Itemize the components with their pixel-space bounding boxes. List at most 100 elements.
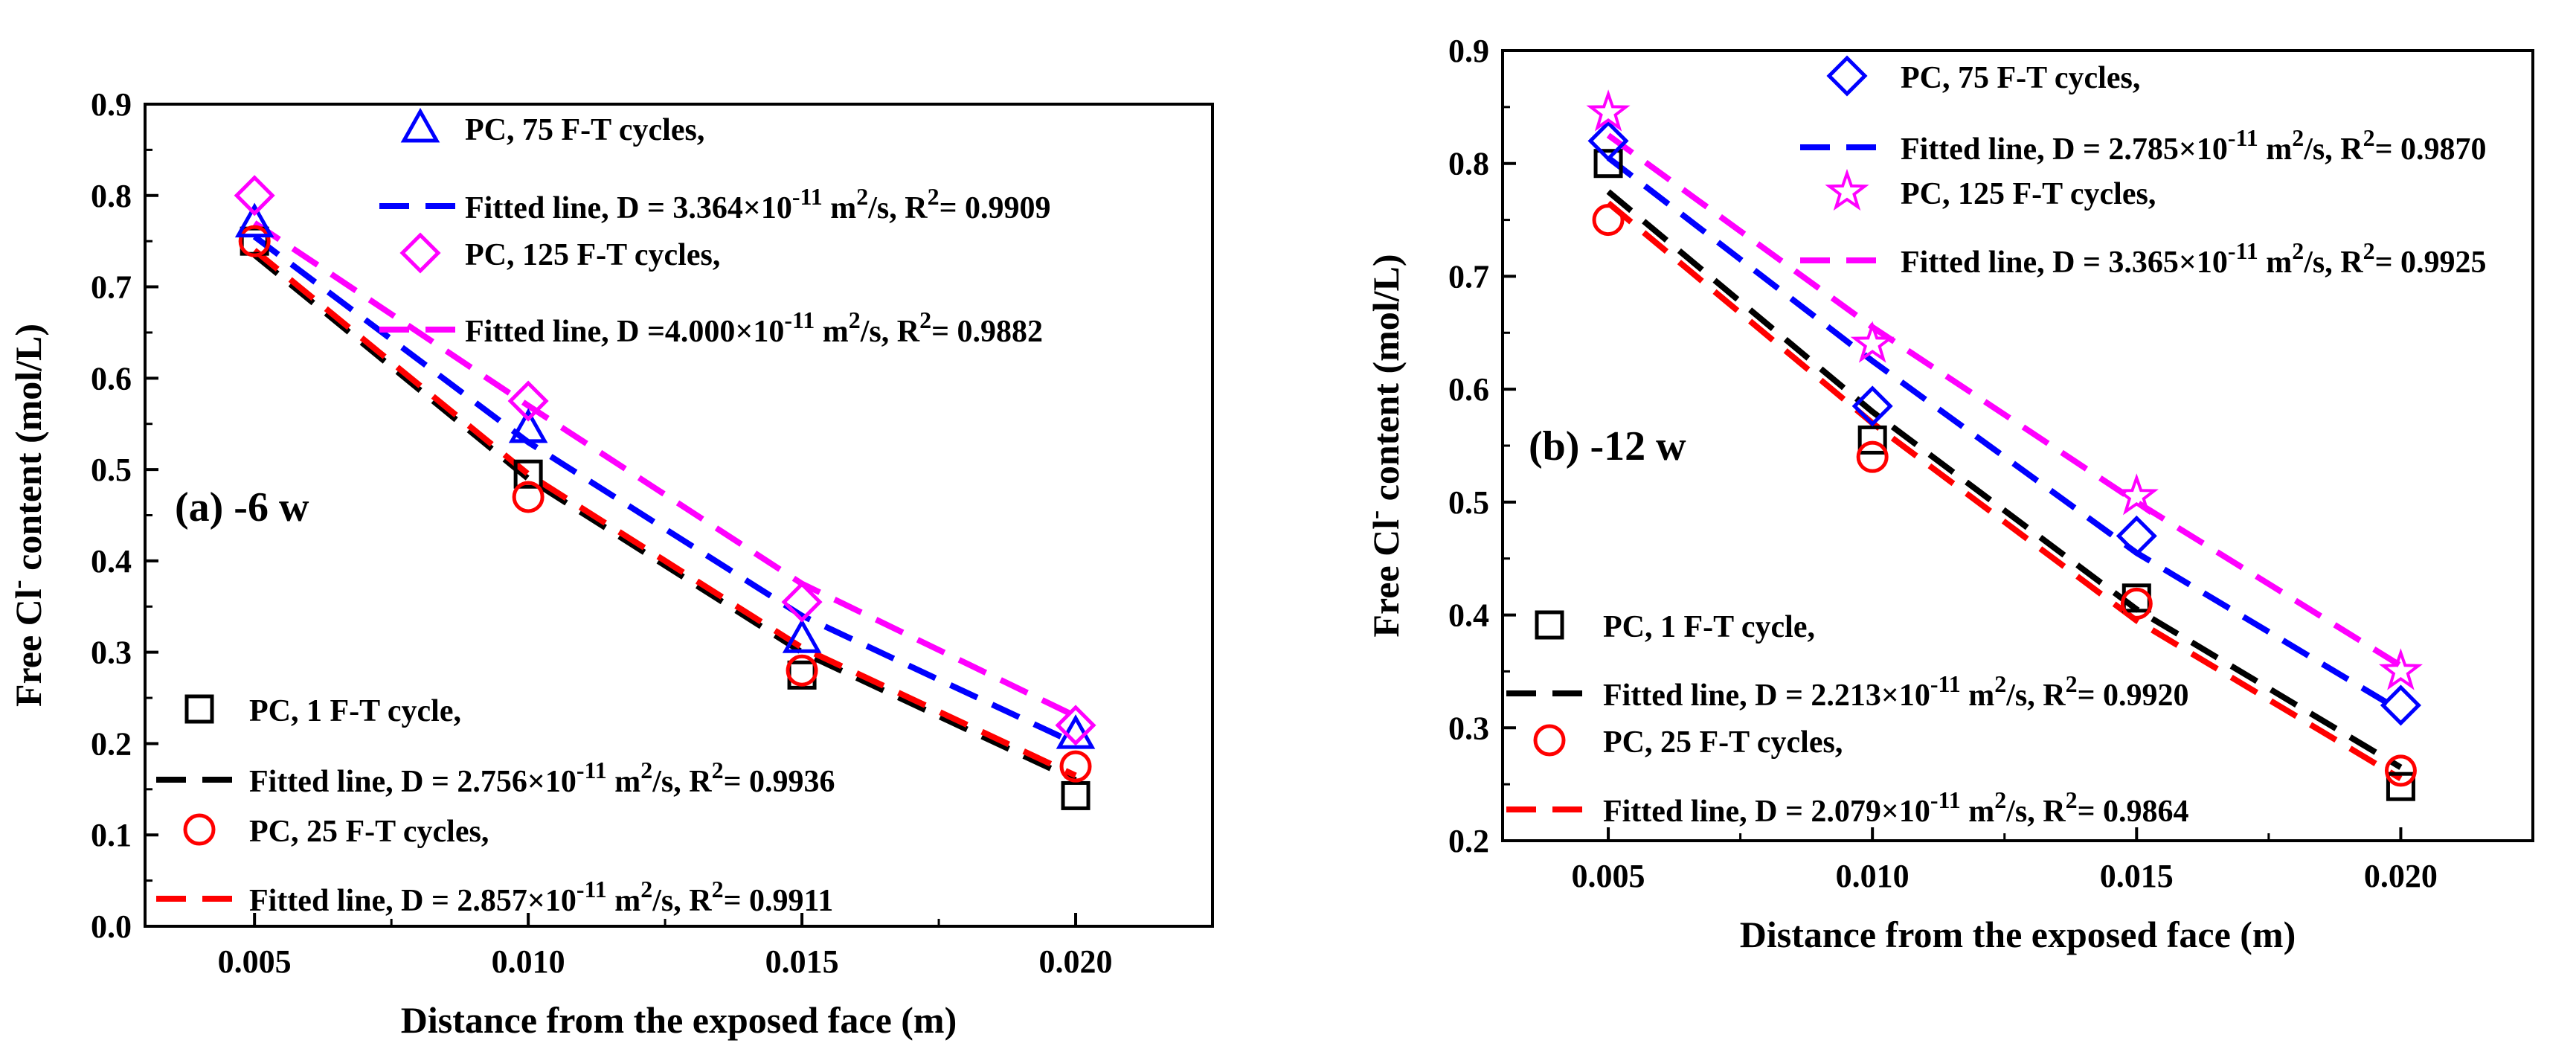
fit-exponent: -11: [1930, 786, 1961, 813]
legend-fit-label-2: Fitted line, D = 2.756×10-11 m2/s, R2= 0…: [249, 757, 835, 799]
legend-label-1: PC, 125 F-T cycles,: [465, 238, 720, 272]
fit-unit-exponent: 2: [1994, 786, 2006, 813]
fit-r-value: = 0.9864: [2078, 795, 2189, 829]
legend-marker-1: [399, 232, 441, 274]
y-tick-label: 0.5: [91, 452, 132, 488]
data-point-s3-0: [234, 175, 275, 217]
legend-fit-label-1: Fitted line, D =4.000×10-11 m2/s, R2= 0.…: [465, 307, 1043, 349]
data-point-s1-1: [1856, 440, 1889, 473]
fit-r: /s, R: [652, 765, 712, 799]
y-tick-label: 0.1: [91, 817, 132, 853]
data-point-s1-2: [2120, 587, 2153, 620]
x-tick-label: 0.020: [2364, 858, 2438, 894]
y-tick-label: 0.6: [1448, 371, 1489, 408]
data-point-s1-3: [2384, 754, 2417, 787]
fitted-line-0: [1606, 189, 2403, 770]
data-point-s1-0: [1592, 204, 1625, 237]
y-tick-label: 0.9: [1448, 33, 1489, 69]
panel-label: (b) -12 w: [1529, 423, 1686, 469]
x-tick-label: 0.015: [765, 943, 839, 980]
fitted-line-2: [252, 234, 1077, 747]
fitted-line-1: [252, 248, 1077, 779]
fit-r-exponent: 2: [919, 307, 931, 333]
fit-r-value: = 0.9911: [724, 884, 834, 918]
data-point-s2-1: [1851, 385, 1893, 427]
x-tick-label: 0.015: [2100, 858, 2174, 894]
fit-unit-exponent: 2: [640, 757, 652, 783]
data-point-s3-0: [1586, 89, 1631, 132]
fit-text: Fitted line, D = 2.785×10: [1901, 132, 2228, 167]
fit-unit: m: [815, 315, 849, 349]
data-point-s3-2: [781, 581, 823, 623]
legend-fit-label-0: Fitted line, D = 2.785×10-11 m2/s, R2= 0…: [1901, 124, 2487, 167]
y-axis-label-unit: content (mol/L): [7, 324, 49, 580]
fit-r-value: = 0.9870: [2375, 132, 2487, 167]
fit-exponent: -11: [576, 876, 607, 902]
legend-fit-label-3: Fitted line, D = 2.079×10-11 m2/s, R2= 0…: [1603, 786, 2189, 829]
data-point-s0-3: [1061, 780, 1091, 810]
y-tick-label: 0.4: [1448, 597, 1489, 634]
fit-r-exponent: 2: [2066, 670, 2078, 697]
fit-exponent: -11: [2228, 237, 2258, 264]
fit-unit-exponent: 2: [2292, 237, 2304, 264]
fit-unit: m: [823, 191, 857, 225]
data-point-s1-1: [512, 481, 545, 513]
y-tick-label: 0.0: [91, 908, 132, 945]
fit-r-exponent: 2: [928, 183, 939, 210]
data-point-s3-3: [2378, 648, 2423, 690]
x-axis-label: Distance from the exposed face (m): [1740, 914, 2296, 955]
x-tick-label: 0.005: [218, 943, 292, 980]
y-tick-label: 0.7: [1448, 258, 1489, 295]
fit-r: /s, R: [2303, 132, 2363, 167]
fit-unit: m: [607, 884, 641, 918]
y-tick-label: 0.2: [1448, 823, 1489, 859]
fit-r: /s, R: [2005, 679, 2066, 713]
fit-exponent: -11: [2228, 124, 2258, 151]
y-tick-label: 0.2: [91, 725, 132, 762]
fit-unit: m: [2258, 132, 2293, 167]
legend-label-2: PC, 1 F-T cycle,: [249, 694, 461, 728]
fit-text: Fitted line, D = 2.079×10: [1603, 795, 1930, 829]
data-point-s0-3: [2386, 772, 2415, 801]
fitted-line-1: [1606, 200, 2403, 782]
fit-unit: m: [607, 765, 641, 799]
legend-label-2: PC, 1 F-T cycle,: [1603, 610, 1815, 644]
fit-unit-exponent: 2: [640, 876, 652, 902]
y-axis-label-sup: -: [1360, 510, 1390, 519]
fit-r: /s, R: [2303, 246, 2363, 280]
y-axis-label-main: Free Cl: [7, 588, 49, 707]
legend-marker-0: [1826, 55, 1868, 97]
chart-panel-b: 0.005 0.010 0.015 0.020 0.2 0.3 0.4 0.5 0.6 0.7 0.…: [1360, 33, 2534, 955]
data-point-s3-2: [2114, 473, 2159, 516]
fit-r-exponent: 2: [712, 876, 724, 902]
y-tick-label: 0.8: [1448, 146, 1489, 182]
data-point-s2-0: [234, 202, 274, 238]
y-tick-label: 0.4: [91, 543, 132, 580]
fitted-line-3: [1606, 132, 2403, 669]
legend-label-0: PC, 75 F-T cycles,: [465, 113, 704, 147]
data-point-s2-1: [508, 408, 548, 443]
data-point-s0-1: [513, 459, 543, 489]
x-tick-label: 0.010: [1836, 858, 1909, 894]
fit-text: Fitted line, D = 2.756×10: [249, 765, 576, 799]
x-axis-label: Distance from the exposed face (m): [401, 999, 957, 1041]
y-tick-label: 0.7: [91, 269, 132, 306]
fit-r-exponent: 2: [2363, 124, 2375, 151]
legend-fit-label-0: Fitted line, D = 3.364×10-11 m2/s, R2= 0…: [465, 183, 1051, 225]
legend-label-0: PC, 75 F-T cycles,: [1901, 61, 2140, 95]
fitted-line-2: [1606, 155, 2403, 713]
y-axis-label: Free Cl- content (mol/L): [2, 324, 49, 707]
fit-r-exponent: 2: [2363, 237, 2375, 264]
legend-fit-label-2: Fitted line, D = 2.213×10-11 m2/s, R2= 0…: [1603, 670, 2189, 713]
legend-marker-1: [1825, 168, 1869, 211]
data-point-s2-2: [2116, 515, 2157, 557]
y-tick-label: 0.3: [91, 635, 132, 671]
fit-unit: m: [1961, 795, 1995, 829]
fit-unit: m: [2258, 246, 2293, 280]
fit-r-value: = 0.9936: [724, 765, 835, 799]
legend-marker-3: [183, 813, 216, 846]
fit-r: /s, R: [2005, 795, 2066, 829]
legend-marker-0: [400, 107, 440, 143]
fit-text: Fitted line, D = 2.213×10: [1603, 679, 1930, 713]
data-point-s2-0: [1587, 120, 1629, 161]
